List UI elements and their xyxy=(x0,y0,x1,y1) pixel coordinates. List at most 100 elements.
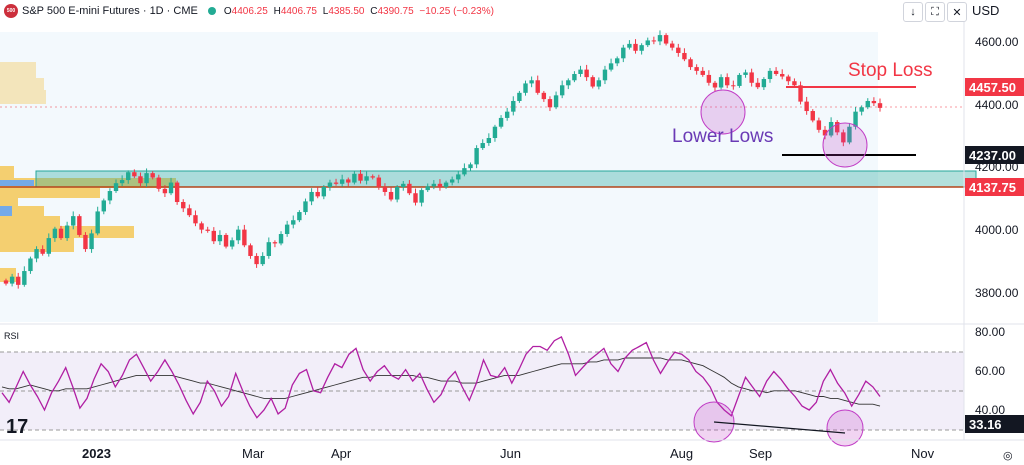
candle-body xyxy=(865,100,870,108)
candle-body xyxy=(89,233,94,250)
candle-body xyxy=(816,120,822,130)
candle-body xyxy=(621,47,626,59)
candle-body xyxy=(700,70,705,75)
candle-body xyxy=(107,191,113,201)
candle-body xyxy=(376,177,382,187)
candle-body xyxy=(859,107,864,112)
candle-body xyxy=(40,249,45,254)
candle-body xyxy=(547,99,553,108)
settings-gear-icon[interactable]: ◎ xyxy=(1003,450,1013,462)
candle-body xyxy=(767,70,773,80)
candle-body xyxy=(64,225,70,239)
candle-body xyxy=(468,164,473,169)
price-label-4600: 4600.00 xyxy=(975,35,1019,49)
candle-body xyxy=(523,83,528,93)
rsi-value-tag: 33.16 xyxy=(965,415,1024,433)
candle-body xyxy=(792,81,797,86)
candle-body xyxy=(364,176,369,181)
candle-body xyxy=(682,52,687,60)
candle-body xyxy=(425,186,430,191)
candle-body xyxy=(83,234,88,250)
close-button[interactable]: ✕ xyxy=(947,2,967,22)
candle-body xyxy=(474,148,479,165)
chart-header: 500 S&P 500 E-mini Futures · 1D · CME O4… xyxy=(0,0,1024,22)
candle-body xyxy=(193,215,198,224)
x-label-2023: 2023 xyxy=(82,446,111,461)
candle-body xyxy=(614,58,620,64)
candle-body xyxy=(28,258,33,272)
candle-body xyxy=(590,77,595,87)
candle-body xyxy=(559,85,565,96)
candle-body xyxy=(602,69,608,81)
rsi-divergence-line xyxy=(713,421,846,434)
candle-body xyxy=(578,69,583,75)
zone-price-tag: 4137.75 xyxy=(965,178,1024,196)
stop-loss-annotation: Stop Loss xyxy=(848,60,933,81)
candle-body xyxy=(321,186,327,197)
candle-body xyxy=(553,95,559,108)
candle-body xyxy=(492,126,498,139)
candle-body xyxy=(773,70,779,75)
candle-body xyxy=(706,74,712,83)
candle-body xyxy=(731,85,736,87)
support-price-tag: 4237.00 xyxy=(965,146,1024,164)
candle-body xyxy=(535,80,540,93)
candle-body xyxy=(877,103,883,108)
candle-body xyxy=(352,173,357,183)
candle-body xyxy=(77,216,82,235)
candle-body xyxy=(401,183,406,187)
candle-body xyxy=(16,276,21,285)
candle-body xyxy=(847,126,852,143)
candle-body xyxy=(456,174,461,180)
candle-body xyxy=(297,212,302,221)
candle-body xyxy=(718,77,724,88)
currency-label[interactable]: USD xyxy=(972,3,1000,18)
symbol-title[interactable]: S&P 500 E-mini Futures · 1D · CME xyxy=(22,5,198,17)
rsi-label-80: 80.00 xyxy=(975,325,1006,339)
candle-body xyxy=(309,191,314,202)
candle-body xyxy=(810,111,815,121)
candle-body xyxy=(174,182,180,203)
x-label-mar: Mar xyxy=(242,446,265,461)
open-key: O xyxy=(223,5,232,17)
lower-low-circle-2 xyxy=(822,122,868,168)
candle-body xyxy=(333,182,339,184)
scroll-down-button[interactable]: ↓ xyxy=(903,2,923,22)
candle-body xyxy=(260,255,265,265)
candle-body xyxy=(58,228,64,239)
candle-body xyxy=(462,168,467,175)
candles xyxy=(3,30,883,289)
candle-body xyxy=(168,182,174,194)
candle-body xyxy=(517,92,522,101)
candle-body xyxy=(199,223,204,230)
candle-body xyxy=(437,183,443,187)
candle-body xyxy=(755,82,760,88)
fullscreen-button[interactable]: ⛶ xyxy=(925,2,945,22)
x-label-aug: Aug xyxy=(670,446,694,461)
candle-body xyxy=(346,179,351,183)
candle-body xyxy=(22,271,27,285)
candle-body xyxy=(822,129,828,136)
candle-body xyxy=(584,69,589,78)
lower-low-circle-1 xyxy=(700,89,746,135)
candle-body xyxy=(272,242,278,244)
tradingview-logo-icon[interactable]: 17 xyxy=(6,416,29,438)
close-value: 4390.75 xyxy=(377,5,414,17)
volume-profile-main xyxy=(0,166,176,282)
candle-body xyxy=(242,229,247,246)
candle-body xyxy=(828,122,834,136)
candle-body xyxy=(101,200,106,212)
candle-body xyxy=(339,179,345,184)
candle-body xyxy=(71,216,76,226)
candle-body xyxy=(566,80,571,86)
stop-price-tag: 4457.50 xyxy=(965,78,1024,96)
price-label-4400: 4400.00 xyxy=(975,98,1019,112)
candle-body xyxy=(804,101,809,112)
candle-body xyxy=(9,276,15,284)
open-value: 4406.25 xyxy=(231,5,268,17)
candle-body xyxy=(743,72,748,75)
candle-body xyxy=(162,188,168,194)
candle-body xyxy=(541,92,547,100)
candle-body xyxy=(144,173,149,184)
